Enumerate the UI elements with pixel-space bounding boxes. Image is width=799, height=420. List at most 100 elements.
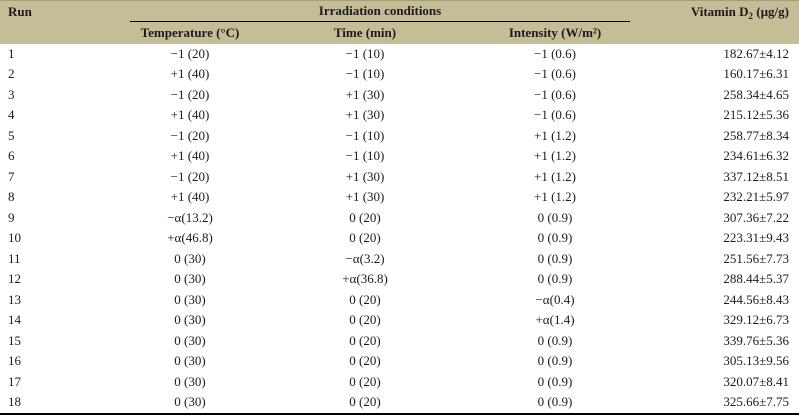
cell-time: 0 (20) — [349, 373, 381, 389]
cell-intensity: 0 (0.9) — [537, 250, 573, 266]
vitamin-d2-label-prefix: Vitamin D — [690, 4, 749, 19]
cell-vitamin-d2: 329.12±6.73 — [723, 312, 789, 327]
cell-temperature: +1 (40) — [170, 66, 210, 81]
header-row-groups: Run Irradiation conditions Vitamin D2 (µ… — [0, 0, 799, 44]
table-row: 2 +1 (40) −1 (10) −1 (0.6) 160.17±6.31 — [0, 64, 799, 85]
cell-run: 12 — [8, 271, 21, 286]
cell-temperature: −1 (20) — [170, 86, 210, 102]
cell-intensity: −1 (0.6) — [534, 45, 576, 61]
cell-intensity: 0 (0.9) — [537, 209, 573, 225]
col-group-irradiation-conditions: Irradiation conditions — [130, 0, 630, 22]
cell-run: 8 — [8, 189, 15, 204]
col-header-temperature: Temperature (°C) — [130, 21, 250, 44]
cell-intensity: −1 (0.6) — [534, 107, 576, 122]
col-header-time: Time (min) — [250, 21, 480, 44]
cell-vitamin-d2: 182.67±4.12 — [723, 45, 789, 61]
cell-run: 5 — [8, 127, 15, 143]
cell-temperature: 0 (30) — [174, 353, 206, 368]
cell-vitamin-d2: 337.12±8.51 — [723, 168, 789, 184]
cell-run: 15 — [8, 332, 21, 348]
cell-intensity: 0 (0.9) — [537, 271, 573, 286]
cell-temperature: +α(46.8) — [167, 230, 213, 245]
header-row-subcolumns: Temperature (°C) Time (min) Intensity (W… — [0, 21, 799, 44]
cell-vitamin-d2: 223.31±9.43 — [723, 230, 789, 245]
cell-time: −1 (10) — [345, 127, 385, 143]
table-row: 6 +1 (40) −1 (10) +1 (1.2) 234.61±6.32 — [0, 146, 799, 167]
col-header-intensity: Intensity (W/m²) — [480, 21, 630, 44]
table-row: 18 0 (30) 0 (20) 0 (0.9) 325.66±7.75 — [0, 392, 799, 414]
col-header-run: Run — [0, 0, 130, 44]
table-row: 15 0 (30) 0 (20) 0 (0.9) 339.76±5.36 — [0, 331, 799, 352]
cell-time: +α(36.8) — [342, 271, 388, 286]
cell-time: +1 (30) — [345, 107, 385, 122]
cell-vitamin-d2: 232.21±5.97 — [723, 189, 789, 204]
cell-time: −1 (10) — [345, 66, 385, 81]
cell-time: −1 (10) — [345, 45, 385, 61]
cell-run: 6 — [8, 148, 15, 163]
table-body: 1 −1 (20) −1 (10) −1 (0.6) 182.67±4.12 2… — [0, 44, 799, 414]
cell-run: 14 — [8, 312, 21, 327]
cell-intensity: −1 (0.6) — [534, 86, 576, 102]
cell-intensity: +1 (1.2) — [534, 127, 576, 143]
cell-temperature: −1 (20) — [170, 127, 210, 143]
vitamin-d2-label-subscript: 2 — [748, 11, 753, 21]
cell-run: 2 — [8, 66, 15, 81]
cell-vitamin-d2: 320.07±8.41 — [723, 373, 789, 389]
cell-run: 11 — [8, 250, 21, 266]
table-row: 7 −1 (20) +1 (30) +1 (1.2) 337.12±8.51 — [0, 167, 799, 188]
cell-vitamin-d2: 288.44±5.37 — [723, 271, 789, 286]
cell-intensity: +α(1.4) — [535, 312, 575, 327]
cell-time: +1 (30) — [345, 189, 385, 204]
table-row: 11 0 (30) −α(3.2) 0 (0.9) 251.56±7.73 — [0, 249, 799, 270]
cell-temperature: 0 (30) — [174, 312, 206, 327]
cell-intensity: +1 (1.2) — [534, 189, 576, 204]
cell-run: 7 — [8, 168, 15, 184]
table-row: 4 +1 (40) +1 (30) −1 (0.6) 215.12±5.36 — [0, 105, 799, 126]
table-row: 17 0 (30) 0 (20) 0 (0.9) 320.07±8.41 — [0, 372, 799, 393]
cell-intensity: 0 (0.9) — [537, 332, 573, 348]
cell-temperature: +1 (40) — [170, 148, 210, 163]
vitamin-d2-label-unit: (µg/g) — [752, 4, 789, 19]
table-header: Run Irradiation conditions Vitamin D2 (µ… — [0, 0, 799, 44]
cell-temperature: 0 (30) — [174, 250, 206, 266]
cell-intensity: −α(0.4) — [535, 291, 575, 307]
cell-intensity: 0 (0.9) — [537, 373, 573, 389]
col-header-vitamin-d2: Vitamin D2 (µg/g) — [630, 0, 799, 44]
cell-intensity: 0 (0.9) — [537, 394, 573, 409]
cell-time: 0 (20) — [349, 332, 381, 348]
cell-run: 9 — [8, 209, 15, 225]
cell-intensity: 0 (0.9) — [537, 230, 573, 245]
cell-vitamin-d2: 307.36±7.22 — [723, 209, 789, 225]
cell-temperature: 0 (30) — [174, 332, 206, 348]
cell-vitamin-d2: 160.17±6.31 — [723, 66, 789, 81]
cell-vitamin-d2: 244.56±8.43 — [723, 291, 789, 307]
cell-time: 0 (20) — [349, 394, 381, 409]
cell-temperature: 0 (30) — [174, 394, 206, 409]
cell-intensity: +1 (1.2) — [534, 148, 576, 163]
cell-run: 1 — [8, 45, 15, 61]
cell-temperature: +1 (40) — [170, 107, 210, 122]
cell-run: 16 — [8, 353, 21, 368]
cell-temperature: −1 (20) — [170, 168, 210, 184]
cell-time: 0 (20) — [349, 209, 381, 225]
table-row: 5 −1 (20) −1 (10) +1 (1.2) 258.77±8.34 — [0, 126, 799, 147]
table-row: 14 0 (30) 0 (20) +α(1.4) 329.12±6.73 — [0, 310, 799, 331]
cell-intensity: −1 (0.6) — [534, 66, 576, 81]
cell-time: 0 (20) — [349, 230, 381, 245]
cell-vitamin-d2: 325.66±7.75 — [723, 394, 789, 409]
cell-vitamin-d2: 215.12±5.36 — [723, 107, 789, 122]
cell-time: +1 (30) — [345, 168, 385, 184]
cell-intensity: 0 (0.9) — [537, 353, 573, 368]
cell-time: 0 (20) — [349, 353, 381, 368]
cell-vitamin-d2: 339.76±5.36 — [723, 332, 789, 348]
cell-temperature: 0 (30) — [174, 271, 206, 286]
cell-temperature: +1 (40) — [170, 189, 210, 204]
cell-temperature: 0 (30) — [174, 291, 206, 307]
table-row: 10 +α(46.8) 0 (20) 0 (0.9) 223.31±9.43 — [0, 228, 799, 249]
cell-run: 3 — [8, 86, 15, 102]
cell-vitamin-d2: 258.34±4.65 — [723, 86, 789, 102]
cell-vitamin-d2: 234.61±6.32 — [723, 148, 789, 163]
cell-vitamin-d2: 305.13±9.56 — [723, 353, 789, 368]
cell-temperature: −1 (20) — [170, 45, 210, 61]
